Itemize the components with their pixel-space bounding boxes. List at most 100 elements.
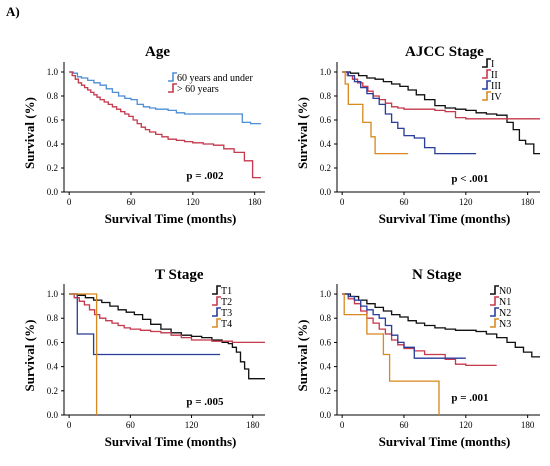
chart-title: N Stage [412,267,462,283]
y-tick-label: 0.2 [320,163,331,173]
series-line-1 [69,293,265,380]
x-tick-label: 120 [185,420,199,430]
legend-entry: 60 years and under [177,73,253,84]
km-chart-1: Age 0.0 0.2 0.4 0.6 0.8 1.0 0 60 120 180 Survival T… [22,44,265,226]
y-tick-label: 0.8 [47,313,59,323]
legend-marker [212,307,221,317]
legend-entry: N2 [499,308,511,319]
legend-marker [490,307,499,317]
series-line-3 [342,71,477,155]
y-tick-label: 0.0 [320,410,332,420]
legend-marker [482,91,491,101]
chart-title: AJCC Stage [405,44,484,60]
y-tick-label: 0.8 [320,313,332,323]
series-line-2 [69,293,265,344]
series-halo [69,71,261,179]
series-halo [69,293,265,380]
legend-entry: N3 [499,319,511,330]
legend-marker [490,296,499,306]
km-chart-2: AJCC Stage 0.0 0.2 0.4 0.6 0.8 1.0 0 60 120 180 Sur… [295,44,540,226]
legend-marker [212,285,221,295]
y-tick-label: 0.4 [47,139,59,149]
y-tick-label: 1.0 [47,67,59,77]
y-tick-label: 1.0 [47,289,59,299]
legend-marker [212,318,221,328]
legend-marker [490,285,499,295]
series-halo [69,293,221,356]
legend-entry: II [491,70,498,81]
y-axis-label: Survival (%) [22,320,37,392]
x-tick-label: 180 [521,420,535,430]
series-halo [342,71,540,155]
series-halo [69,293,98,415]
y-tick-label: 0.0 [47,187,59,197]
legend-marker [168,83,177,93]
series-line-1 [342,71,540,155]
x-tick-label: 0 [340,197,345,207]
legend-marker [482,69,491,79]
legend-entry: T1 [221,286,232,297]
chart-title: Age [145,44,170,60]
y-tick-label: 0.2 [320,386,331,396]
y-tick-label: 0.4 [320,362,332,372]
x-tick-label: 60 [399,420,409,430]
legend-entry: IV [491,92,502,103]
y-tick-label: 0.6 [320,337,332,347]
series-halo [69,293,265,344]
x-tick-label: 60 [126,420,136,430]
legend-entry: N1 [499,297,511,308]
series-line-1 [69,71,261,125]
y-axis-label: Survival (%) [295,320,310,392]
series-line-3 [342,293,466,359]
x-axis-label: Survival Time (months) [379,211,511,226]
y-axis-label: Survival (%) [295,97,310,169]
y-tick-label: 0.0 [320,187,332,197]
series-line-2 [69,71,261,179]
y-tick-label: 0.2 [47,386,58,396]
x-axis-label: Survival Time (months) [379,434,511,449]
legend-entry: T2 [221,297,232,308]
km-chart-3: T Stage 0.0 0.2 0.4 0.6 0.8 1.0 0 60 120 180 Surviv… [22,267,265,449]
x-tick-label: 60 [127,197,137,207]
series-halo [342,71,540,120]
y-tick-label: 0.4 [320,139,332,149]
y-tick-label: 0.4 [47,362,59,372]
series-line-1 [342,293,540,358]
legend-marker [490,318,499,328]
km-chart-4: N Stage 0.0 0.2 0.4 0.6 0.8 1.0 0 60 120 180 Surviv… [295,267,540,449]
x-tick-label: 180 [521,197,535,207]
x-tick-label: 120 [459,420,473,430]
y-tick-label: 0.6 [47,115,59,125]
series-line-4 [342,71,409,155]
legend-marker [212,296,221,306]
x-tick-label: 60 [399,197,409,207]
figure-panel-label: A) [6,4,20,19]
p-value-annotation: p = .005 [186,396,224,408]
legend-marker [168,72,177,82]
legend-entry: > 60 years [177,84,219,95]
series-line-4 [69,293,98,415]
x-tick-label: 0 [340,420,345,430]
x-tick-label: 0 [67,420,72,430]
y-tick-label: 0.8 [47,91,59,101]
x-tick-label: 0 [67,197,72,207]
series-line-2 [342,293,497,367]
x-tick-label: 180 [248,197,262,207]
y-tick-label: 0.6 [320,115,332,125]
legend-entry: T3 [221,308,232,319]
y-tick-label: 0.8 [320,91,332,101]
y-tick-label: 0.2 [47,163,58,173]
series-line-4 [342,293,440,415]
legend-entry: T4 [221,319,232,330]
series-line-3 [69,293,221,356]
x-axis-label: Survival Time (months) [105,211,237,226]
legend-marker [482,58,491,68]
p-value-annotation: p = .001 [451,392,488,404]
x-tick-label: 120 [459,197,473,207]
y-axis-label: Survival (%) [22,97,37,169]
chart-title: T Stage [155,267,204,283]
x-axis-label: Survival Time (months) [105,434,237,449]
y-tick-label: 1.0 [320,67,332,77]
p-value-annotation: p < .001 [451,173,488,185]
